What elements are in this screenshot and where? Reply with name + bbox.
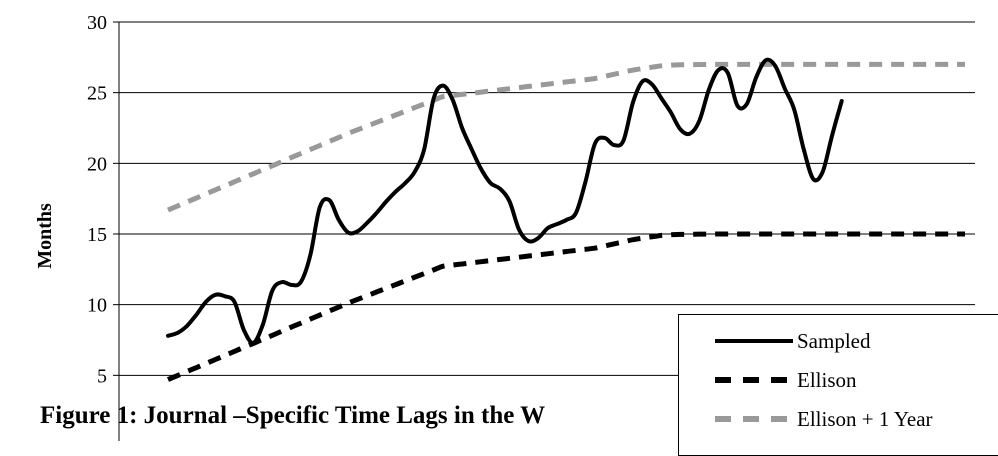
legend-swatch (715, 416, 793, 422)
y-axis-label: Months (34, 203, 56, 269)
y-tick-label: 20 (87, 153, 107, 175)
series-lines (166, 57, 965, 382)
legend-item: Ellison (715, 366, 857, 394)
y-tick-label: 15 (87, 224, 107, 246)
series-line-ellison (166, 231, 965, 382)
y-axis: 5 10 15 20 25 30 (87, 12, 120, 441)
legend-item: Sampled (715, 327, 871, 355)
legend: Sampled Ellison Ellison + 1 Year (678, 314, 998, 456)
y-tick-label: 30 (87, 12, 107, 34)
y-tick-label: 5 (97, 365, 107, 387)
legend-label: Ellison (797, 367, 857, 392)
legend-item: Ellison + 1 Year (715, 405, 933, 433)
legend-label: Sampled (797, 328, 871, 353)
series-line-sampled (166, 57, 844, 345)
legend-swatch (715, 377, 793, 383)
series-line-ellison-1-year (166, 61, 965, 213)
line-chart: 5 10 15 20 25 30 Months (34, 12, 975, 441)
legend-swatch (715, 339, 793, 343)
y-tick-label: 25 (87, 83, 107, 105)
legend-label: Ellison + 1 Year (797, 406, 933, 431)
y-tick-label: 10 (87, 295, 107, 317)
figure-caption: Figure 1: Journal –Specific Time Lags in… (40, 402, 546, 429)
